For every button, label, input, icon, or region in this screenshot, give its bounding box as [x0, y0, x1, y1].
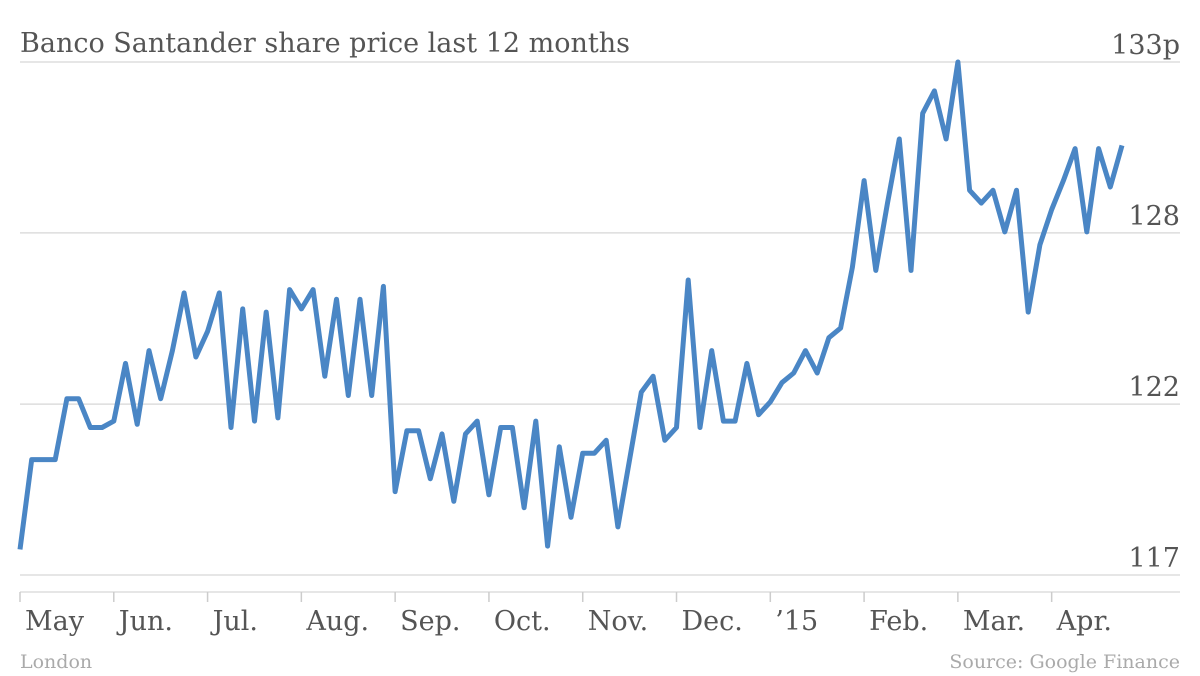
- y-tick-label: 122: [1128, 372, 1180, 403]
- x-tick-label: Nov.: [588, 606, 649, 637]
- y-tick-label: 117: [1128, 543, 1180, 574]
- x-tick-label: Dec.: [682, 606, 743, 637]
- x-tick-label: Oct.: [494, 606, 551, 637]
- chart-title: Banco Santander share price last 12 mont…: [20, 28, 630, 59]
- x-tick-label: May: [25, 606, 85, 637]
- x-tick-label: Sep.: [400, 606, 460, 637]
- x-tick-label: Jul.: [210, 606, 258, 637]
- x-tick-label: Aug.: [305, 606, 369, 637]
- x-tick-label: Jun.: [116, 606, 173, 637]
- source: Source: Google Finance: [949, 651, 1180, 673]
- y-tick-label: 133p: [1111, 30, 1180, 61]
- note: London: [20, 651, 92, 673]
- y-tick-label: 128: [1128, 201, 1180, 232]
- x-tick-label: Apr.: [1056, 606, 1112, 637]
- x-tick-label: Feb.: [869, 606, 928, 637]
- price-line: [17, 59, 1125, 550]
- x-tick-label: Mar.: [963, 606, 1025, 637]
- x-tick-label: ’15: [775, 606, 818, 637]
